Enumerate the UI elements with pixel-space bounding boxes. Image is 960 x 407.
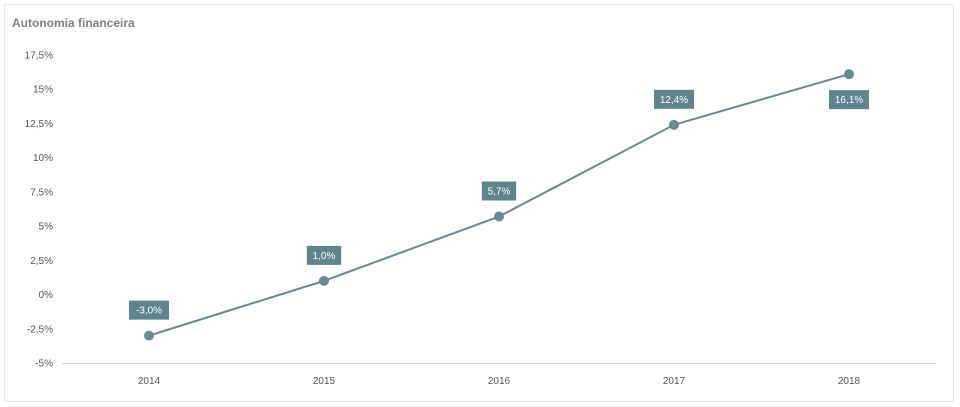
data-label: 16,1% [835,95,863,106]
y-tick-label: 15% [33,85,53,96]
y-tick-label: -2,5% [27,324,53,335]
data-label-box [306,245,342,265]
data-label: 1,0% [313,251,336,262]
data-label-box [829,90,869,110]
data-label-box [129,300,169,320]
x-tick-label: 2018 [838,376,861,387]
data-label: -3,0% [136,306,162,317]
y-tick-label: 2,5% [30,256,53,267]
series-line [148,73,850,337]
data-label: 12,4% [660,95,688,106]
y-tick-label: 17,5% [25,51,53,62]
x-tick-label: 2016 [488,376,511,387]
x-tick-label: 2014 [138,376,161,387]
y-tick-label: 0% [39,290,54,301]
x-tick-label: 2015 [313,376,336,387]
chart-card [4,4,954,402]
x-tick-label: 2017 [663,376,686,387]
y-tick-label: 12,5% [25,119,53,130]
data-label-box [481,181,517,201]
chart-title: Autonomia financeira [12,16,135,30]
data-point [319,275,329,286]
data-label: 5,7% [488,187,511,198]
data-label-box [654,89,694,109]
y-tick-label: 10% [33,153,53,164]
data-point [844,69,854,80]
y-tick-label: 5% [39,222,54,233]
y-tick-label: 7,5% [30,187,53,198]
data-point [669,119,679,130]
data-point [144,330,154,341]
y-tick-label: -5% [35,359,53,370]
data-point [494,211,504,222]
